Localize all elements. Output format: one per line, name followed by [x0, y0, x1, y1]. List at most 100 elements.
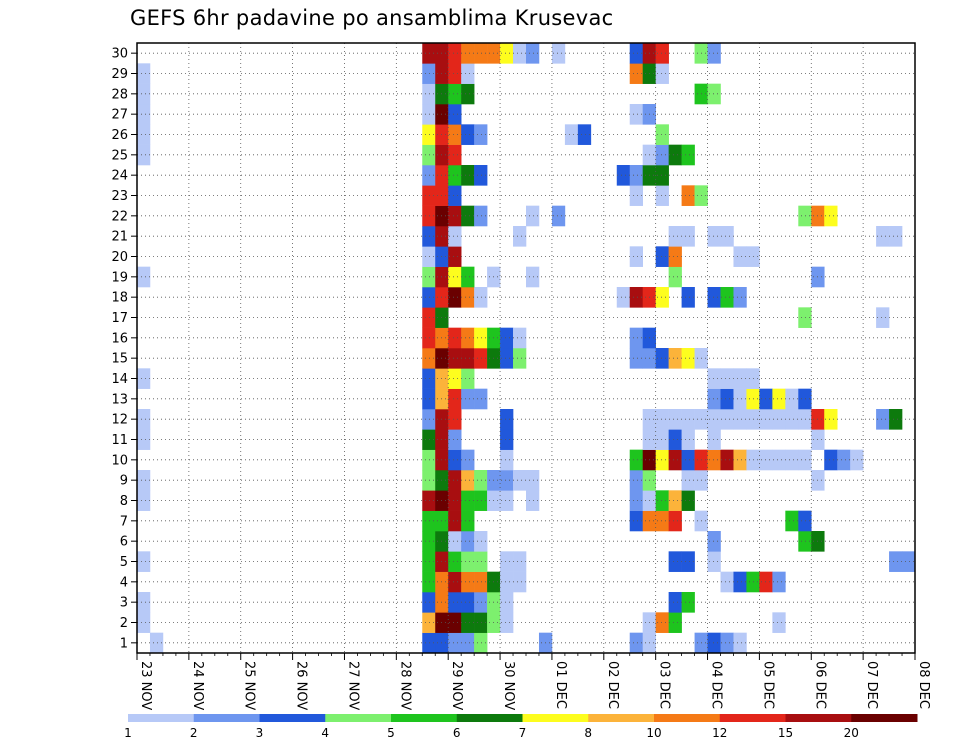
heatmap-cell [461, 63, 475, 84]
heatmap-cell [448, 531, 462, 552]
heatmap-cell [422, 368, 436, 389]
y-tick-label: 3 [120, 596, 128, 611]
y-tick-label: 14 [111, 372, 128, 387]
colorbar-label: 5 [387, 726, 395, 740]
heatmap-cell [876, 409, 890, 430]
heatmap-cell [668, 551, 682, 572]
heatmap-cell [422, 83, 436, 105]
heatmap-cell [629, 490, 643, 511]
heatmap-cell [422, 266, 436, 288]
heatmap-cell [500, 470, 514, 491]
heatmap-cell [798, 388, 812, 410]
heatmap-cell [461, 368, 475, 389]
heatmap-cell [526, 43, 540, 64]
heatmap-cell [915, 592, 928, 613]
heatmap-cell [474, 490, 488, 511]
y-tick-label: 19 [111, 270, 128, 285]
heatmap-cell [137, 144, 151, 166]
heatmap-cell [941, 226, 954, 247]
heatmap-cell [137, 104, 151, 125]
heatmap-cell [513, 327, 527, 349]
y-tick-label: 7 [120, 514, 128, 529]
heatmap-cell [422, 612, 436, 633]
heatmap-cell [629, 449, 643, 471]
heatmap-cell [629, 185, 643, 206]
y-tick-label: 27 [111, 108, 128, 123]
heatmap-cell [474, 165, 488, 186]
heatmap-cell [422, 287, 436, 308]
heatmap-cell [876, 307, 890, 328]
heatmap-cell [928, 348, 941, 369]
y-tick-label: 10 [111, 453, 128, 468]
heatmap-cell [733, 409, 747, 430]
heatmap-cell [928, 450, 941, 471]
heatmap-cell [655, 449, 669, 471]
heatmap-cell [915, 409, 928, 430]
heatmap-cell [448, 144, 462, 166]
heatmap-cell [707, 226, 721, 247]
heatmap-cell [461, 449, 475, 471]
colorbar-swatch [522, 714, 589, 722]
heatmap-cell [772, 571, 786, 593]
y-tick-label: 12 [111, 413, 128, 428]
heatmap-cell [500, 571, 514, 593]
heatmap-cell [422, 449, 436, 471]
heatmap-cell [513, 551, 527, 572]
heatmap-cell [733, 632, 747, 653]
heatmap-cell [500, 551, 514, 572]
heatmap-cell [707, 368, 721, 389]
heatmap-cell [500, 429, 514, 450]
heatmap-cell [655, 348, 669, 369]
y-tick-label: 28 [111, 87, 128, 102]
x-tick-label: 06 DEC [812, 661, 827, 709]
heatmap-cell [668, 429, 682, 450]
heatmap-cell [681, 287, 695, 308]
heatmap-cell [461, 531, 475, 552]
heatmap-cell [668, 226, 682, 247]
heatmap-cell [785, 388, 799, 410]
heatmap-cell [474, 388, 488, 410]
heatmap-cell [681, 144, 695, 166]
heatmap-cell [655, 246, 669, 267]
y-tick-label: 11 [111, 433, 128, 448]
heatmap-cell [707, 409, 721, 430]
heatmap-cell [889, 551, 903, 572]
heatmap-cell [474, 348, 488, 369]
heatmap-cell [772, 388, 786, 410]
heatmap-cell [668, 612, 682, 633]
heatmap-cell [707, 429, 721, 450]
heatmap-cell [629, 246, 643, 267]
heatmap-cell [707, 287, 721, 308]
heatmap-cell [772, 612, 786, 633]
colorbar-swatch [719, 714, 786, 722]
heatmap-cell [733, 368, 747, 389]
heatmap-cell [448, 327, 462, 349]
colorbar-swatch [588, 714, 655, 722]
heatmap-cell [655, 165, 669, 186]
heatmap-cell [655, 43, 669, 64]
y-tick-label: 26 [111, 128, 128, 143]
heatmap-cell [448, 43, 462, 64]
heatmap-cell [720, 571, 734, 593]
colorbar-swatch [456, 714, 523, 722]
heatmap-cell [889, 409, 903, 430]
heatmap-cell [655, 287, 669, 308]
colorbar-label: 2 [190, 726, 198, 740]
heatmap-cell [526, 470, 540, 491]
colorbar-swatch [193, 714, 260, 722]
y-tick-label: 23 [111, 189, 128, 204]
heatmap-cell [474, 287, 488, 308]
heatmap-cell [733, 449, 747, 471]
heatmap-cell [915, 633, 928, 654]
heatmap-cell [733, 287, 747, 308]
heatmap-cell [137, 409, 151, 430]
heatmap-cell [629, 165, 643, 186]
heatmap-cell [422, 205, 436, 227]
heatmap-cell [785, 409, 799, 430]
heatmap-cell [448, 449, 462, 471]
colorbar-swatch [851, 714, 918, 722]
heatmap-cell [629, 470, 643, 491]
heatmap-cell [526, 490, 540, 511]
heatmap-cell [798, 449, 812, 471]
y-tick-label: 1 [120, 636, 128, 651]
